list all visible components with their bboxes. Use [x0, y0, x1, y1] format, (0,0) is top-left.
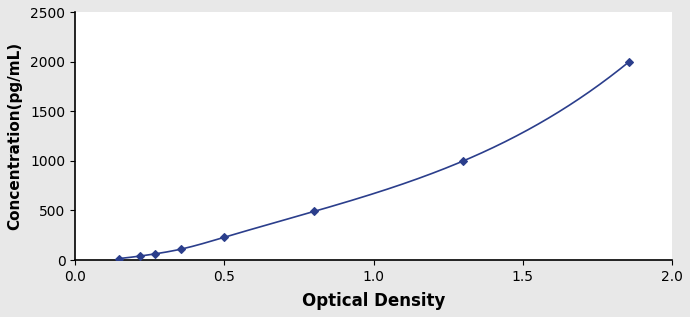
Y-axis label: Concentration(pg/mL): Concentration(pg/mL): [7, 42, 22, 230]
X-axis label: Optical Density: Optical Density: [302, 292, 445, 310]
